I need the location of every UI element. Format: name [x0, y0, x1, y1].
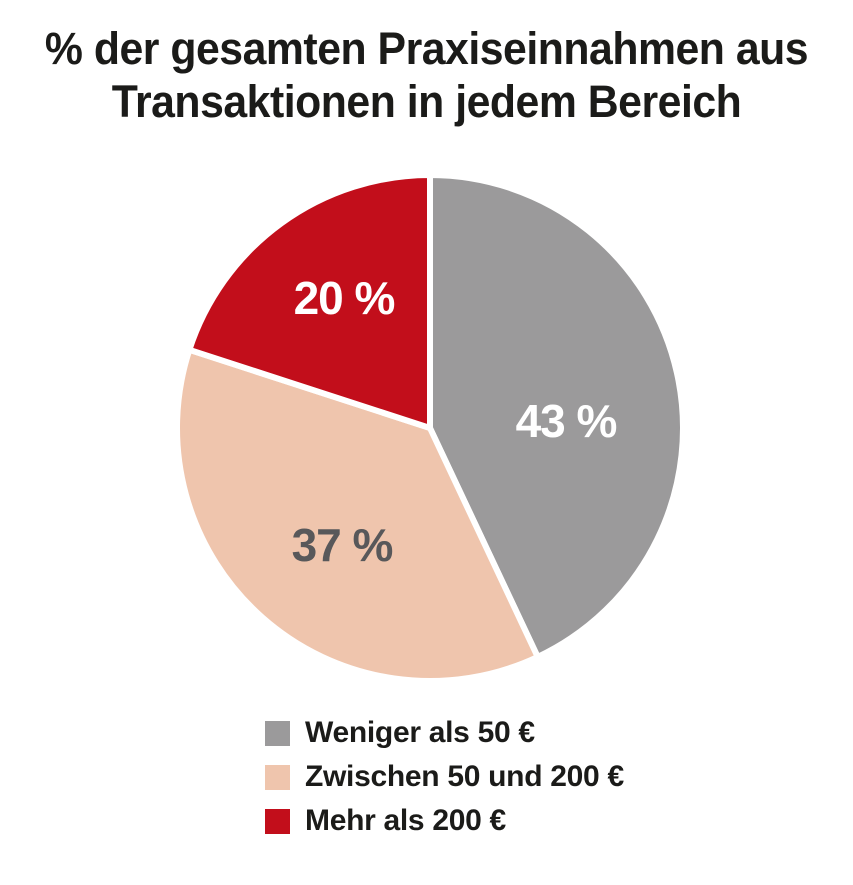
pie-slice-weniger-als-50	[427, 171, 686, 661]
chart-title-line-1: % der gesamten Praxiseinnahmen aus	[44, 23, 809, 74]
legend-swatch-salmon-icon	[265, 764, 290, 790]
pie-slice-label-mehr-als-200: 20 %	[294, 272, 395, 324]
pie-slice-label-zwischen-50-und-200: 37 %	[292, 519, 393, 571]
legend-label-mehr-als-200: Mehr als 200 €	[305, 804, 506, 837]
chart-title: % der gesamten Praxiseinnahmen aus Trans…	[0, 22, 853, 128]
legend-swatch-gray-icon	[265, 720, 290, 746]
legend-item-weniger-als-50: Weniger als 50 €	[265, 716, 624, 749]
legend-label-weniger-als-50: Weniger als 50 €	[305, 716, 535, 749]
pie-slice-zwischen-50-und-200	[174, 346, 542, 684]
legend-item-mehr-als-200: Mehr als 200 €	[265, 804, 624, 837]
legend-swatch-red-icon	[265, 808, 290, 834]
pie-slice-mehr-als-200	[185, 171, 433, 433]
chart-title-line-2: Transaktionen in jedem Bereich	[111, 76, 742, 127]
legend-label-zwischen-50-und-200: Zwischen 50 und 200 €	[305, 760, 624, 793]
legend-item-zwischen-50-und-200: Zwischen 50 und 200 €	[265, 760, 624, 793]
legend: Weniger als 50 € Zwischen 50 und 200 € M…	[265, 716, 624, 852]
pie-slice-label-weniger-als-50: 43 %	[516, 395, 617, 447]
